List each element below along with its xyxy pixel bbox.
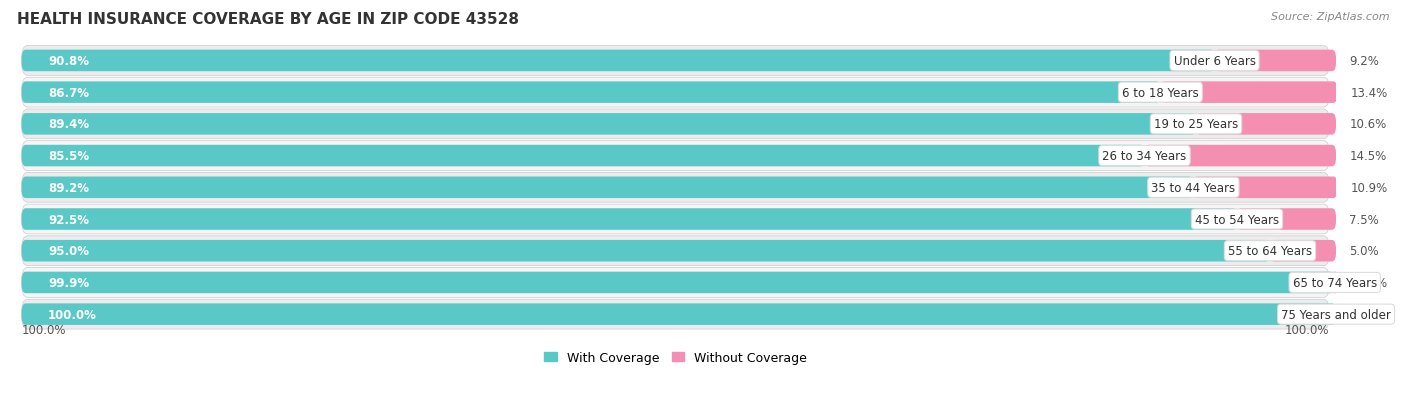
Text: 90.8%: 90.8% bbox=[48, 55, 89, 68]
FancyBboxPatch shape bbox=[21, 304, 1336, 325]
FancyBboxPatch shape bbox=[21, 78, 1330, 108]
FancyBboxPatch shape bbox=[21, 177, 1194, 199]
Legend: With Coverage, Without Coverage: With Coverage, Without Coverage bbox=[538, 346, 813, 369]
Text: 7.5%: 7.5% bbox=[1350, 213, 1379, 226]
Text: 5.0%: 5.0% bbox=[1350, 244, 1379, 258]
Text: 92.5%: 92.5% bbox=[48, 213, 89, 226]
Text: 65 to 74 Years: 65 to 74 Years bbox=[1292, 276, 1376, 289]
Text: Source: ZipAtlas.com: Source: ZipAtlas.com bbox=[1271, 12, 1389, 22]
FancyBboxPatch shape bbox=[21, 299, 1330, 329]
FancyBboxPatch shape bbox=[21, 236, 1330, 266]
Text: 9.2%: 9.2% bbox=[1350, 55, 1379, 68]
Text: 86.7%: 86.7% bbox=[48, 86, 89, 100]
Text: 85.5%: 85.5% bbox=[48, 150, 89, 163]
FancyBboxPatch shape bbox=[1144, 145, 1336, 167]
Text: 26 to 34 Years: 26 to 34 Years bbox=[1102, 150, 1187, 163]
FancyBboxPatch shape bbox=[21, 141, 1330, 171]
FancyBboxPatch shape bbox=[21, 145, 1144, 167]
Text: 6 to 18 Years: 6 to 18 Years bbox=[1122, 86, 1199, 100]
Text: 95.0%: 95.0% bbox=[48, 244, 89, 258]
Text: HEALTH INSURANCE COVERAGE BY AGE IN ZIP CODE 43528: HEALTH INSURANCE COVERAGE BY AGE IN ZIP … bbox=[17, 12, 519, 27]
Text: 55 to 64 Years: 55 to 64 Years bbox=[1227, 244, 1312, 258]
FancyBboxPatch shape bbox=[1270, 240, 1336, 262]
FancyBboxPatch shape bbox=[21, 110, 1330, 140]
FancyBboxPatch shape bbox=[1194, 177, 1337, 199]
FancyBboxPatch shape bbox=[1197, 114, 1336, 135]
Text: 10.6%: 10.6% bbox=[1350, 118, 1386, 131]
FancyBboxPatch shape bbox=[21, 204, 1330, 234]
FancyBboxPatch shape bbox=[21, 209, 1237, 230]
Text: 19 to 25 Years: 19 to 25 Years bbox=[1154, 118, 1239, 131]
Text: 100.0%: 100.0% bbox=[1285, 323, 1330, 336]
FancyBboxPatch shape bbox=[21, 46, 1330, 76]
FancyBboxPatch shape bbox=[21, 268, 1330, 298]
Text: 75 Years and older: 75 Years and older bbox=[1281, 308, 1391, 321]
FancyBboxPatch shape bbox=[21, 173, 1330, 203]
Text: 0.15%: 0.15% bbox=[1350, 276, 1388, 289]
Text: 100.0%: 100.0% bbox=[48, 308, 97, 321]
FancyBboxPatch shape bbox=[21, 114, 1197, 135]
FancyBboxPatch shape bbox=[21, 82, 1160, 104]
Text: 100.0%: 100.0% bbox=[21, 323, 66, 336]
FancyBboxPatch shape bbox=[1160, 82, 1337, 104]
FancyBboxPatch shape bbox=[21, 50, 1215, 72]
FancyBboxPatch shape bbox=[21, 272, 1334, 294]
Text: 10.9%: 10.9% bbox=[1351, 181, 1388, 194]
FancyBboxPatch shape bbox=[1333, 272, 1339, 294]
Text: 89.2%: 89.2% bbox=[48, 181, 89, 194]
FancyBboxPatch shape bbox=[1237, 209, 1336, 230]
FancyBboxPatch shape bbox=[21, 240, 1270, 262]
Text: 45 to 54 Years: 45 to 54 Years bbox=[1195, 213, 1279, 226]
Text: 89.4%: 89.4% bbox=[48, 118, 89, 131]
Text: 99.9%: 99.9% bbox=[48, 276, 89, 289]
Text: Under 6 Years: Under 6 Years bbox=[1174, 55, 1256, 68]
Text: 0.0%: 0.0% bbox=[1350, 308, 1379, 321]
Text: 13.4%: 13.4% bbox=[1351, 86, 1388, 100]
FancyBboxPatch shape bbox=[1215, 50, 1336, 72]
Text: 35 to 44 Years: 35 to 44 Years bbox=[1152, 181, 1236, 194]
Text: 14.5%: 14.5% bbox=[1350, 150, 1386, 163]
